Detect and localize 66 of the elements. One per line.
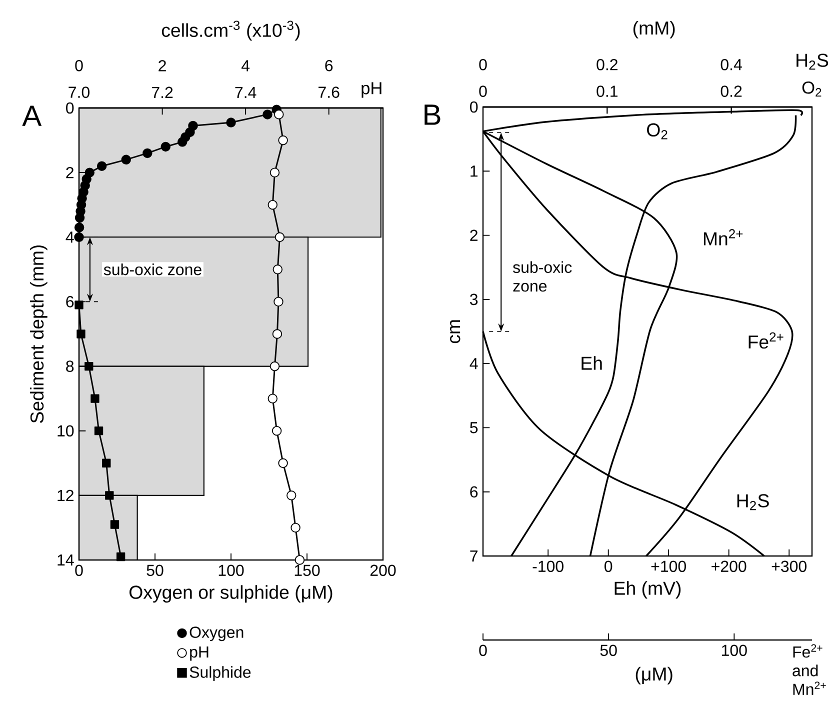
x-axis-title: Eh (mV) (614, 581, 681, 599)
y-tick-label: 0 (470, 101, 478, 113)
x-axis-title: Oxygen or sulphide (μM) (130, 585, 332, 603)
legend-label: Oxygen (190, 626, 244, 642)
x2-tick-label: 7.6 (318, 86, 340, 98)
x-tick-label: 0 (479, 58, 487, 70)
x2-tick-label: 7.2 (152, 86, 173, 98)
y-tick-label: 6 (66, 296, 74, 308)
series-label: O$_{2}$ (647, 123, 668, 140)
y-tick-label: 10 (58, 425, 74, 437)
y-tick-label: 1 (470, 166, 478, 177)
x-tick-label: 200 (370, 564, 396, 576)
y-tick-label: 12 (58, 490, 74, 502)
chart-title: A (22, 106, 42, 126)
legend-label: Sulphide (190, 666, 251, 682)
y-tick-label: 2 (66, 166, 74, 178)
x2-tick-label: 7.0 (68, 86, 90, 98)
x2-tick-label: 0.2 (720, 86, 742, 97)
y-tick-label: 14 (58, 554, 74, 566)
y-tick-label: 0 (66, 102, 74, 114)
y-tick-label: 7 (470, 550, 478, 562)
x2-axis-title: pH (362, 82, 382, 98)
series-label: Mn$^{2+}$ (704, 229, 743, 246)
y-tick-label: 6 (470, 486, 478, 498)
legend-label: pH (190, 646, 208, 661)
annotation: sub-oxic zone (104, 263, 202, 276)
text: Fe$^{2+}$ and Mn$^{2+}$ (792, 644, 826, 695)
x2-tick-label: 0.1 (596, 86, 618, 97)
x-axis-title: (μM) (636, 666, 672, 684)
x-tick-label: -100 (532, 560, 564, 572)
y-tick-label: 2 (470, 230, 478, 241)
y-tick-label: 5 (470, 422, 478, 434)
series-label: Fe$^{2+}$ (748, 332, 784, 349)
x2-tick-label: 0 (479, 86, 487, 97)
x-axis-title: H$_{2}$S (796, 54, 828, 70)
x-tick-label: 100 (722, 644, 747, 656)
x-tick-label: 4 (242, 60, 250, 72)
x-tick-label: 0 (75, 60, 83, 72)
x-tick-label: 2 (158, 60, 166, 72)
x2-tick-label: 7.4 (235, 86, 256, 98)
x2-axis-title: O$_{2}$ (802, 81, 822, 97)
y-axis-title: Sediment depth (mm) (30, 245, 48, 423)
series-label: Eh (582, 356, 602, 370)
x-tick-label: 0.2 (596, 58, 618, 70)
x-tick-label: 50 (146, 564, 164, 576)
x-tick-label: 6 (325, 60, 333, 72)
y-tick-label: 8 (66, 360, 74, 372)
x-tick-label: 0 (479, 644, 487, 656)
x-axis-title: cells.cm$^{-3}$ (x10$^{-3}$) (162, 20, 300, 41)
chart-title: B (424, 104, 440, 125)
x-tick-label: +200 (712, 560, 746, 572)
x-tick-label: +300 (772, 560, 807, 572)
x-tick-label: 50 (600, 644, 617, 656)
y-tick-label: 4 (470, 358, 478, 370)
text: (mM) (633, 20, 675, 38)
x-tick-label: 0.4 (720, 58, 742, 70)
series-label: H$_{2}$S (737, 494, 769, 510)
y-tick-label: 4 (66, 232, 74, 243)
x-tick-label: 0 (604, 560, 612, 572)
annotation: sub-oxic zone (513, 261, 572, 292)
x-tick-label: 100 (218, 564, 244, 576)
x-tick-label: 150 (294, 564, 320, 576)
x-tick-label: +100 (651, 560, 686, 572)
y-tick-label: 3 (470, 294, 478, 306)
x-tick-label: 0 (75, 564, 83, 576)
y-axis-title: cm (450, 320, 460, 344)
